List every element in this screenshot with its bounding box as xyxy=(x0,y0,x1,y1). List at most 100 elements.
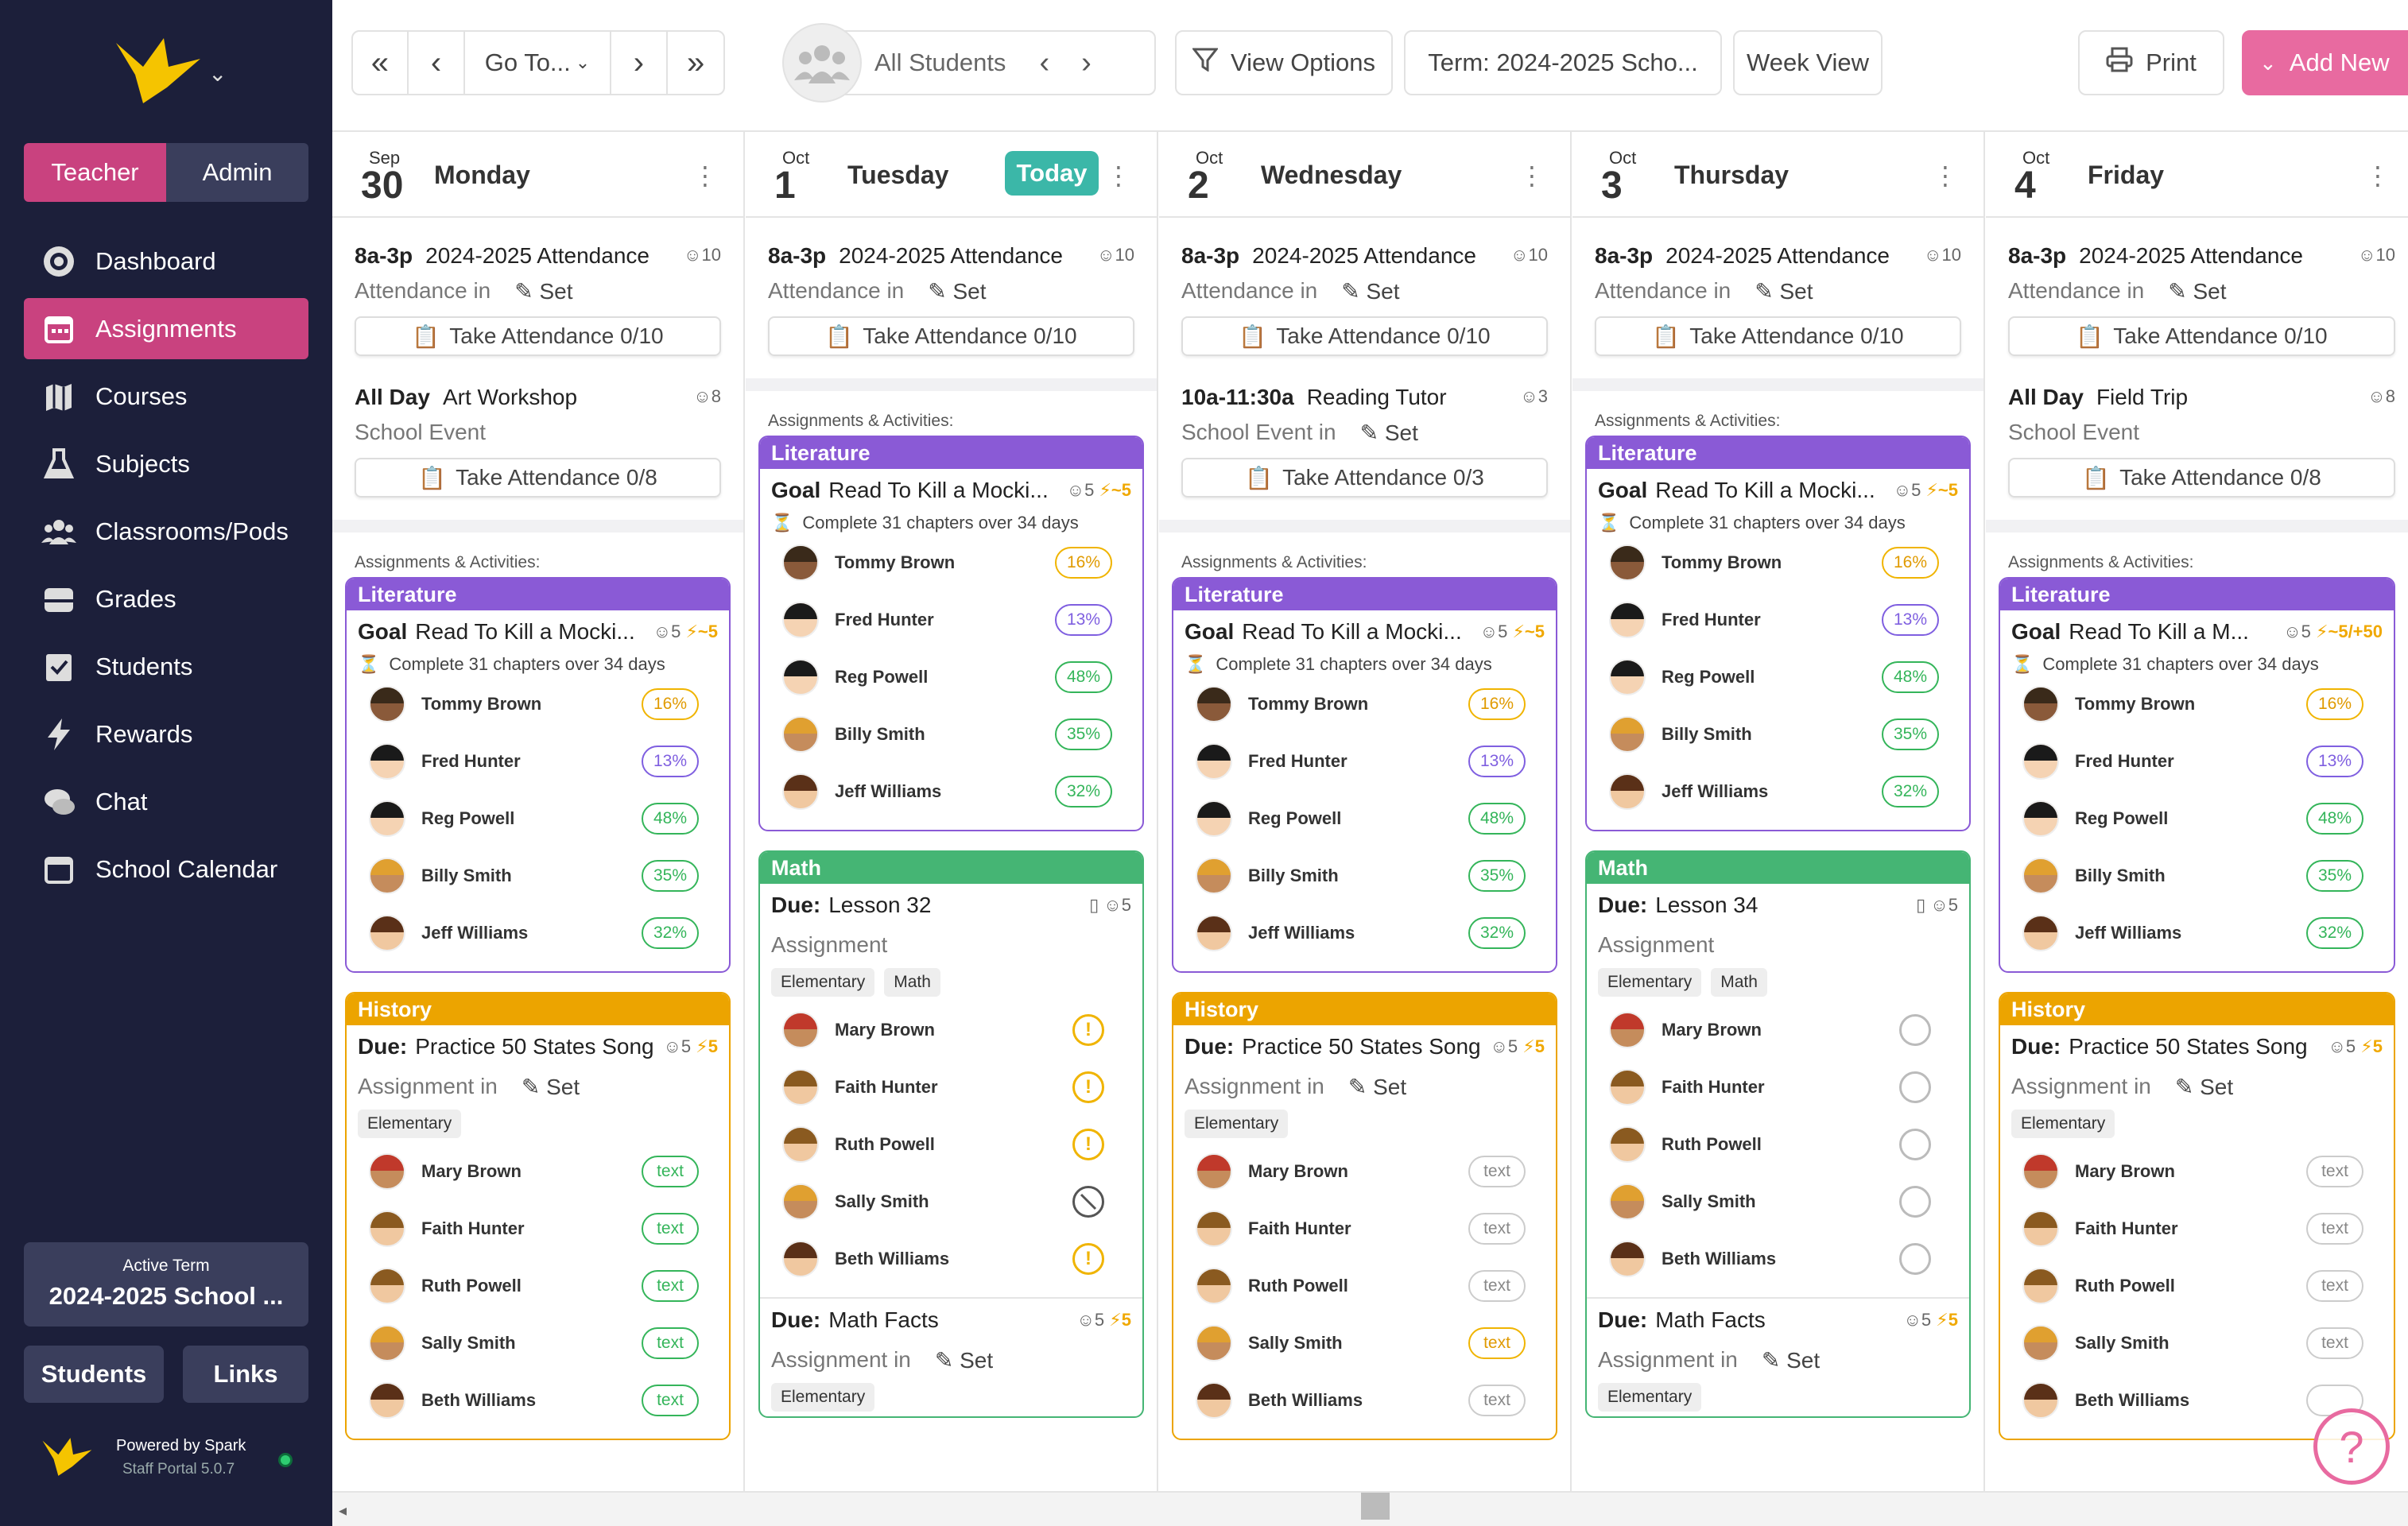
student-row[interactable]: Ruth Powell! xyxy=(771,1116,1131,1173)
next-student-chevron-icon[interactable]: › xyxy=(1081,45,1092,79)
student-row[interactable]: Ruth Powell text xyxy=(1185,1257,1545,1315)
scrollbar-thumb[interactable] xyxy=(1361,1493,1390,1520)
week-view-button[interactable]: Week View xyxy=(1733,30,1883,95)
student-row[interactable]: Jeff Williams 32% xyxy=(1598,763,1958,820)
progress-badge[interactable]: text xyxy=(1468,1385,1526,1416)
goto-dropdown[interactable]: Go To... ⌄ xyxy=(465,32,611,94)
student-row[interactable]: Billy Smith 35% xyxy=(771,706,1131,763)
sidebar-item-courses[interactable]: Courses xyxy=(24,366,308,427)
student-row[interactable]: Billy Smith 35% xyxy=(1598,706,1958,763)
set-link[interactable]: ✎ Set xyxy=(1755,278,1813,304)
prev-student-chevron-icon[interactable]: ‹ xyxy=(1039,45,1050,79)
student-row[interactable]: Mary Brown text xyxy=(2011,1143,2383,1200)
student-row[interactable]: Beth Williams! xyxy=(771,1230,1131,1288)
student-row[interactable]: Jeff Williams 32% xyxy=(771,763,1131,820)
set-link[interactable]: ✎ Set xyxy=(514,278,573,304)
student-row[interactable]: Beth Williams text xyxy=(358,1372,718,1429)
student-row[interactable]: Tommy Brown 16% xyxy=(1598,534,1958,591)
tutoring-event[interactable]: 10a-11:30a Reading Tutor ☺3 School Event i… xyxy=(1159,380,1570,498)
student-row[interactable]: Tommy Brown 16% xyxy=(1185,676,1545,733)
student-row[interactable]: Fred Hunter 13% xyxy=(2011,733,2383,790)
kebab-menu-icon[interactable]: ⋮ xyxy=(692,161,718,190)
sidebar-item-classrooms[interactable]: Classrooms/Pods xyxy=(24,501,308,562)
history-card[interactable]: History Due: Practice 50 States Song ☺5 ⚡5… xyxy=(345,992,731,1440)
student-row[interactable]: Sally Smith text xyxy=(1185,1315,1545,1372)
warning-status-icon[interactable]: ! xyxy=(1072,1014,1104,1046)
student-row[interactable]: Faith Hunter xyxy=(1598,1059,1958,1116)
literature-card[interactable]: Literature Goal Read To Kill a Mocki... ☺5… xyxy=(1585,436,1971,831)
empty-status-icon[interactable] xyxy=(1899,1243,1931,1275)
literature-card[interactable]: Literature Goal Read To Kill a M... ☺5 ⚡~5… xyxy=(1999,577,2395,973)
progress-badge[interactable]: text xyxy=(2306,1327,2363,1359)
add-new-button[interactable]: ⌄ Add New xyxy=(2242,30,2408,95)
student-row[interactable]: Ruth Powell xyxy=(1598,1116,1958,1173)
student-row[interactable]: Sally Smith xyxy=(1598,1173,1958,1230)
math-card[interactable]: Math Due: Lesson 34 ▯ ☺5 Assignment Elemen… xyxy=(1585,850,1971,1418)
kebab-menu-icon[interactable]: ⋮ xyxy=(1519,161,1545,190)
progress-badge[interactable]: 16% xyxy=(1882,547,1939,579)
role-teacher-button[interactable]: Teacher xyxy=(24,143,166,202)
history-card[interactable]: History Due: Practice 50 States Song ☺5 ⚡5… xyxy=(1172,992,1557,1440)
take-attendance-button[interactable]: 📋 Take Attendance 0/3 xyxy=(1181,458,1548,498)
school-event[interactable]: All Day Field Trip ☺8 School Event 📋 Take A… xyxy=(1986,380,2408,498)
take-attendance-button[interactable]: 📋 Take Attendance 0/10 xyxy=(1181,316,1548,356)
empty-status-icon[interactable] xyxy=(1899,1129,1931,1160)
active-term-box[interactable]: Active Term 2024-2025 School ... xyxy=(24,1242,308,1327)
student-row[interactable]: Mary Brown! xyxy=(771,1001,1131,1059)
sidebar-item-assignments[interactable]: Assignments xyxy=(24,298,308,359)
horizontal-scrollbar[interactable]: ◂ xyxy=(332,1491,2408,1526)
progress-badge[interactable]: 32% xyxy=(642,917,699,949)
kebab-menu-icon[interactable]: ⋮ xyxy=(2365,161,2391,190)
logo-chevron-down-icon[interactable]: ⌄ xyxy=(208,61,227,86)
student-row[interactable]: Reg Powell 48% xyxy=(771,649,1131,706)
student-row[interactable]: Mary Brown text xyxy=(1185,1143,1545,1200)
progress-badge[interactable]: 13% xyxy=(1468,746,1526,777)
set-link[interactable]: ✎ Set xyxy=(928,278,987,304)
progress-badge[interactable]: 48% xyxy=(642,803,699,835)
progress-badge[interactable]: 32% xyxy=(1468,917,1526,949)
progress-badge[interactable]: text xyxy=(1468,1327,1526,1359)
progress-badge[interactable]: 13% xyxy=(1882,604,1939,636)
print-button[interactable]: Print xyxy=(2078,30,2224,95)
progress-badge[interactable]: 48% xyxy=(1055,661,1112,693)
warning-status-icon[interactable]: ! xyxy=(1072,1129,1104,1160)
students-button[interactable]: Students xyxy=(24,1346,164,1403)
student-row[interactable]: Beth Williams xyxy=(1598,1230,1958,1288)
set-link[interactable]: ✎ Set xyxy=(2168,278,2227,304)
take-attendance-button[interactable]: 📋 Take Attendance 0/10 xyxy=(1595,316,1961,356)
role-admin-button[interactable]: Admin xyxy=(166,143,308,202)
student-row[interactable]: Jeff Williams 32% xyxy=(358,904,718,962)
progress-badge[interactable]: text xyxy=(642,1213,699,1245)
empty-status-icon[interactable] xyxy=(1899,1071,1931,1103)
progress-badge[interactable]: 16% xyxy=(1055,547,1112,579)
student-row[interactable]: Billy Smith 35% xyxy=(1185,847,1545,904)
warning-status-icon[interactable]: ! xyxy=(1072,1071,1104,1103)
progress-badge[interactable]: 35% xyxy=(1055,718,1112,750)
student-row[interactable]: Ruth Powell text xyxy=(2011,1257,2383,1315)
progress-badge[interactable]: 16% xyxy=(1468,688,1526,720)
student-row[interactable]: Faith Hunter text xyxy=(1185,1200,1545,1257)
take-attendance-button[interactable]: 📋 Take Attendance 0/8 xyxy=(2008,458,2395,498)
scroll-left-arrow-icon[interactable]: ◂ xyxy=(339,1502,347,1520)
student-row[interactable]: Mary Brown text xyxy=(358,1143,718,1200)
attendance-event[interactable]: 8a-3p 2024-2025 Attendance ☺10 Attendance … xyxy=(332,238,743,356)
attendance-event[interactable]: 8a-3p 2024-2025 Attendance ☺10 Attendance … xyxy=(1572,238,1983,356)
last-page-button[interactable]: » xyxy=(687,45,705,80)
progress-badge[interactable]: 35% xyxy=(1882,718,1939,750)
first-page-button[interactable]: « xyxy=(353,32,409,94)
student-row[interactable]: Fred Hunter 13% xyxy=(771,591,1131,649)
student-row[interactable]: Reg Powell 48% xyxy=(358,790,718,847)
spark-logo[interactable] xyxy=(111,35,207,107)
student-row[interactable]: Fred Hunter 13% xyxy=(358,733,718,790)
student-row[interactable]: Beth Williams text xyxy=(1185,1372,1545,1429)
help-button[interactable]: ? xyxy=(2313,1408,2390,1485)
progress-badge[interactable]: text xyxy=(642,1270,699,1302)
progress-badge[interactable]: 32% xyxy=(1055,776,1112,808)
sidebar-item-chat[interactable]: Chat xyxy=(24,771,308,832)
progress-badge[interactable]: text xyxy=(642,1385,699,1416)
sidebar-item-rewards[interactable]: Rewards xyxy=(24,703,308,765)
student-row[interactable]: Sally Smith xyxy=(771,1173,1131,1230)
excused-status-icon[interactable] xyxy=(1072,1186,1104,1218)
student-filter[interactable]: All Students ‹ › xyxy=(782,23,1156,103)
student-row[interactable]: Sally Smith text xyxy=(2011,1315,2383,1372)
